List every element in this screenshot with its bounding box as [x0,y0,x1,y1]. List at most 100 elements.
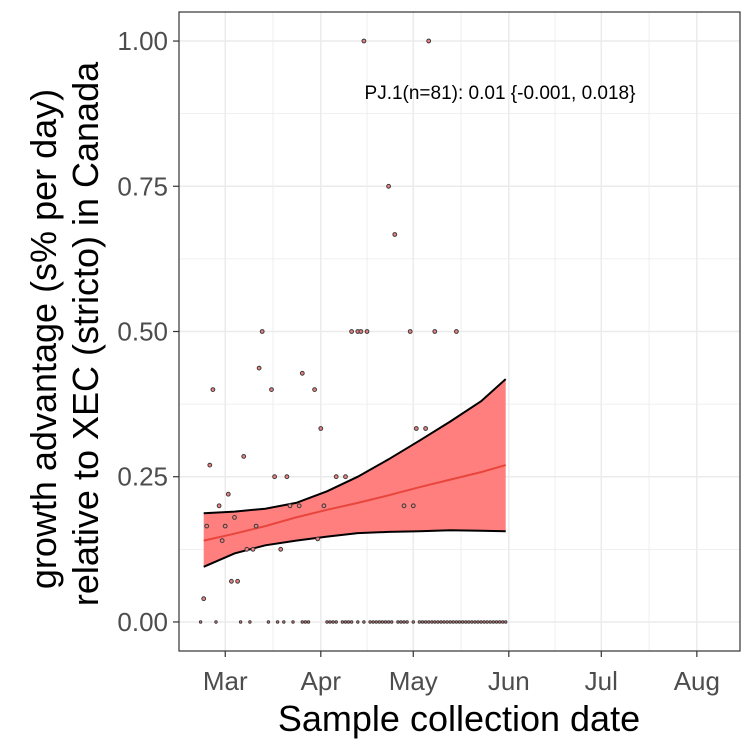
confidence-band-layer [203,378,507,568]
data-point [287,503,293,509]
x-tick-label: May [389,666,438,696]
data-point [201,596,207,602]
data-point [248,620,252,624]
x-axis-ticks: Mar Apr May Jun Jul Aug [203,651,720,696]
data-point [454,620,459,624]
data-point [238,620,243,624]
data-point [340,620,345,624]
data-point [300,620,304,624]
data-point [222,523,228,529]
data-point [467,620,471,624]
confidence-band-upper [203,378,507,515]
x-tick-label: Jul [585,666,618,696]
data-point [390,620,394,624]
data-point [377,620,382,624]
data-point [488,620,492,624]
data-point [278,546,284,552]
fit-line [203,464,506,542]
data-point [299,370,305,376]
data-point [225,491,231,497]
data-point [470,620,474,624]
data-point [331,620,335,624]
x-tick-label: Mar [203,666,248,696]
data-point [346,620,351,624]
data-point [427,620,431,624]
data-point [485,620,489,624]
data-point [364,329,370,334]
data-point [232,515,237,520]
data-point [445,620,449,624]
data-point [312,387,318,393]
y-tick-label: 0.25 [117,462,168,492]
data-point [482,620,486,624]
data-point [454,329,459,334]
confidence-band [203,379,506,567]
data-point [401,503,407,509]
data-point [214,620,218,624]
data-point [198,620,203,624]
data-point [410,503,416,509]
data-point [491,620,496,624]
data-point [358,329,364,334]
data-point [349,620,354,624]
data-point [433,620,437,624]
data-point [504,620,508,624]
x-axis-title: Sample collection date [278,698,640,739]
data-point [479,620,483,624]
data-point [210,387,216,393]
data-point [426,38,432,44]
data-point [291,620,295,624]
data-point [303,620,308,624]
data-point [244,546,250,552]
y-tick-label: 0.75 [117,171,168,201]
y-axis-ticks: 0.00 0.25 0.50 0.75 1.00 [117,26,179,637]
data-point [436,620,440,624]
data-point [371,620,375,624]
data-point [219,538,225,543]
data-point [464,620,468,624]
y-axis-title: growth advantage (s% per day) relative t… [23,61,106,606]
data-point [442,620,446,624]
data-point [253,523,259,529]
data-point [386,183,392,189]
data-point [396,620,400,624]
data-point [473,620,477,624]
data-point [318,426,324,431]
data-point [501,620,505,624]
data-point [386,620,391,624]
data-point [476,620,480,624]
data-point [423,620,428,624]
data-point [216,503,222,509]
data-point [356,620,360,624]
data-points-layer [198,38,508,624]
y-tick-label: 1.00 [117,26,168,56]
data-point [411,620,415,624]
data-point [321,503,327,509]
data-point [392,232,398,237]
data-point [362,620,366,624]
data-point [399,620,403,624]
data-point [272,474,278,480]
data-point [417,620,422,624]
growth-estimate-annotation: PJ.1(n=81): 0.01 {-0.001, 0.018} [365,83,636,104]
data-point [460,620,465,624]
data-point [380,620,385,624]
y-axis-title-line-1: growth advantage (s% per day) [23,89,64,589]
data-point [296,503,302,509]
data-point [407,329,413,334]
data-point [405,620,409,624]
data-point [413,426,419,431]
confidence-band-lower [203,529,506,568]
data-point [284,474,290,480]
data-point [448,620,452,624]
data-point [328,620,332,624]
data-point [349,329,355,334]
y-tick-label: 0.50 [117,317,168,347]
data-point [457,620,462,624]
data-point [259,329,265,334]
y-axis-title-line-2: relative to XEC (stricto) in Canada [65,61,106,606]
data-point [420,620,425,624]
data-point [374,620,378,624]
data-point [439,620,443,624]
